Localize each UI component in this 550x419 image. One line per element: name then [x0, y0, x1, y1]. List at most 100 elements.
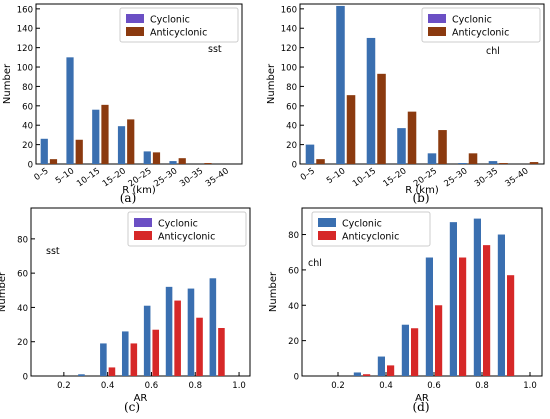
legend-swatch-anticyclonic	[428, 27, 446, 36]
plot-frame	[299, 3, 545, 165]
plot-frame	[35, 3, 243, 165]
y-tick-label: 40	[22, 122, 33, 132]
y-tick-label: 60	[288, 266, 299, 276]
y-tick-label: 60	[17, 270, 28, 280]
bar-cyclonic	[353, 372, 361, 376]
y-tick-label: 40	[286, 122, 297, 132]
bar-cyclonic	[425, 257, 433, 376]
bar-anticyclonic	[459, 257, 467, 376]
y-axis-label: Number	[266, 63, 277, 104]
bar-anticyclonic	[363, 374, 371, 376]
bar-cyclonic	[401, 324, 409, 376]
legend-swatch-cyclonic	[134, 218, 152, 227]
y-tick-label: 20	[17, 338, 28, 348]
x-tick-label: 30–35	[178, 166, 205, 189]
y-tick-label: 20	[288, 337, 299, 347]
bar-anticyclonic	[346, 95, 356, 164]
x-tick-label: 10–15	[351, 166, 378, 189]
bar-cyclonic	[366, 37, 376, 164]
x-tick-label: 0.2	[57, 381, 71, 391]
legend-label-cyclonic: Cyclonic	[452, 15, 492, 26]
legend-box	[421, 7, 541, 43]
bar-cyclonic	[397, 128, 406, 164]
panel-annotation: sst	[46, 246, 60, 257]
x-tick-label: 1.0	[523, 381, 537, 391]
x-tick-label: 0.4	[101, 381, 115, 391]
bar-cyclonic	[336, 5, 345, 165]
y-tick-label: 0	[292, 161, 297, 171]
panel-caption: (a)	[120, 191, 137, 205]
y-tick-label: 100	[281, 64, 297, 74]
bar-anticyclonic	[377, 73, 386, 164]
y-tick-label: 60	[286, 102, 297, 112]
bar-anticyclonic	[178, 158, 186, 164]
y-tick-label: 80	[286, 83, 297, 93]
y-tick-label: 140	[17, 25, 33, 35]
bar-anticyclonic	[529, 162, 539, 164]
legend-swatch-cyclonic	[126, 14, 144, 23]
legend-label-anticyclonic: Anticyclonic	[342, 232, 399, 243]
bar-anticyclonic	[152, 329, 160, 376]
y-tick-label: 120	[17, 44, 33, 54]
legend-box	[119, 7, 239, 43]
bar-cyclonic	[92, 109, 100, 164]
bar-anticyclonic	[204, 163, 212, 164]
y-tick-label: 20	[286, 141, 297, 151]
y-tick-label: 0	[294, 373, 299, 383]
bar-anticyclonic	[468, 153, 478, 164]
legend-label-cyclonic: Cyclonic	[150, 15, 190, 26]
bar-cyclonic	[497, 234, 505, 376]
bar-anticyclonic	[152, 152, 161, 164]
legend-swatch-anticyclonic	[126, 27, 144, 36]
legend-swatch-anticyclonic	[318, 231, 336, 240]
bar-anticyclonic	[196, 317, 203, 376]
panel-caption: (c)	[124, 400, 140, 414]
bar-anticyclonic	[435, 305, 443, 376]
legend-box	[127, 211, 247, 247]
x-tick-label: 30–35	[473, 166, 500, 189]
x-tick-label: 10–15	[75, 166, 102, 189]
y-tick-label: 0	[28, 161, 33, 171]
plot-frame	[301, 207, 543, 377]
x-tick-label: 25–30	[152, 166, 179, 189]
panel-caption: (b)	[412, 191, 429, 205]
panel-annotation: sst	[208, 44, 222, 55]
legend-label-anticyclonic: Anticyclonic	[452, 28, 509, 39]
y-tick-label: 160	[17, 5, 33, 15]
x-axis-label: AR	[134, 393, 148, 404]
panel-caption: (d)	[412, 400, 429, 414]
bar-anticyclonic	[387, 365, 395, 376]
bar-cyclonic	[473, 218, 481, 376]
y-axis-label: Number	[0, 271, 8, 312]
bar-cyclonic	[169, 161, 177, 164]
bar-cyclonic	[458, 163, 467, 164]
legend-label-anticyclonic: Anticyclonic	[158, 232, 215, 243]
x-tick-label: 0–5	[33, 166, 51, 183]
bar-cyclonic	[165, 286, 173, 376]
y-tick-label: 60	[22, 102, 33, 112]
y-tick-label: 140	[281, 25, 297, 35]
x-tick-label: 0–5	[299, 166, 317, 183]
y-tick-label: 80	[288, 231, 299, 241]
x-axis-label: AR	[415, 393, 429, 404]
x-tick-label: 0.6	[145, 381, 159, 391]
bar-anticyclonic	[438, 130, 447, 164]
x-tick-label: 25–30	[443, 166, 470, 189]
x-tick-label: 0.4	[379, 381, 393, 391]
x-axis-label: R (km)	[405, 185, 439, 196]
bar-anticyclonic	[407, 111, 417, 164]
plot-frame	[30, 207, 251, 377]
bar-anticyclonic	[218, 328, 225, 376]
y-axis-label: Number	[268, 271, 279, 312]
y-tick-label: 40	[288, 302, 299, 312]
bar-anticyclonic	[174, 300, 181, 376]
x-tick-label: 5–10	[54, 166, 77, 186]
panel-annotation: chl	[308, 258, 322, 269]
legend-box	[311, 211, 431, 247]
y-axis-label: Number	[2, 63, 13, 104]
bar-anticyclonic	[483, 245, 491, 376]
bar-anticyclonic	[101, 104, 109, 164]
